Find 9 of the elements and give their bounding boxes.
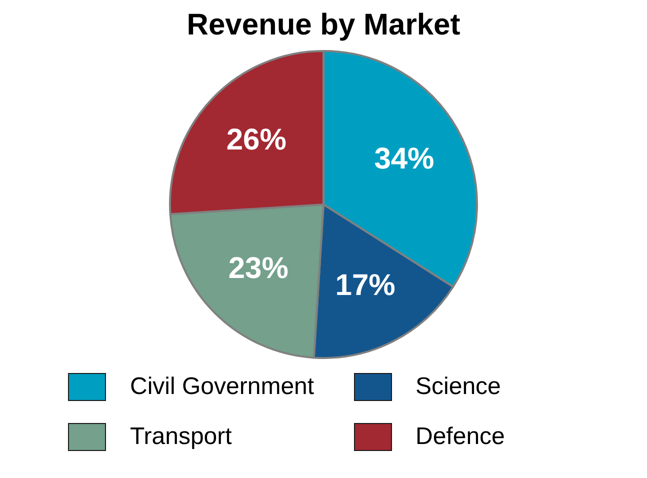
legend-label: Transport [130,423,232,451]
data-label: 17% [335,268,396,302]
chart-title: Revenue by Market [186,8,460,42]
data-label: 34% [374,142,434,176]
legend-label: Civil Government [130,373,314,401]
legend-label: Science [416,373,501,401]
data-label: 23% [228,252,288,285]
data-label: 26% [226,124,286,157]
legend-label: Defence [416,423,505,451]
